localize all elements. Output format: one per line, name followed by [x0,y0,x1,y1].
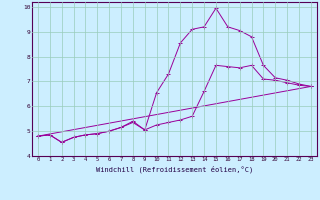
X-axis label: Windchill (Refroidissement éolien,°C): Windchill (Refroidissement éolien,°C) [96,165,253,173]
